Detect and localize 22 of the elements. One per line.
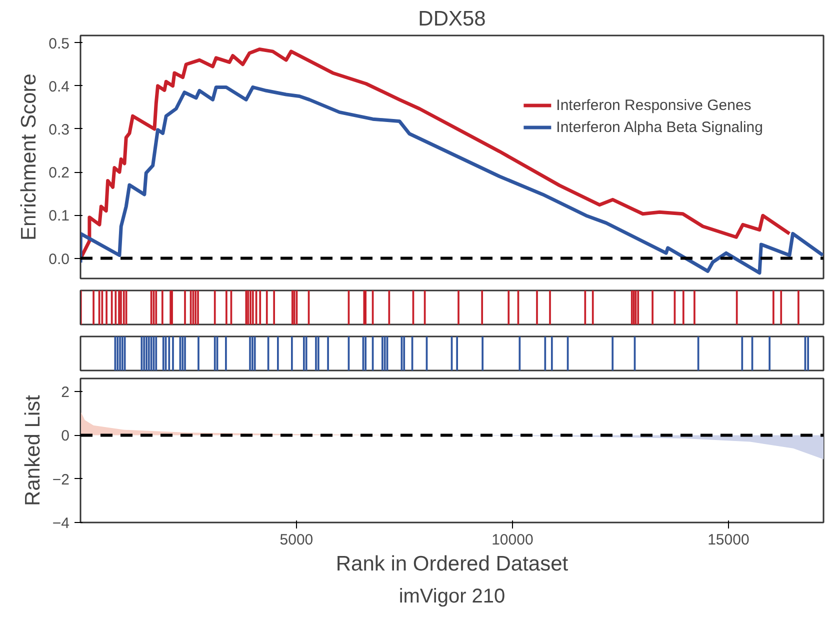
y-tick-label: 0.5 [48,35,70,52]
line-series [80,85,824,275]
y-tick-label: 0.0 [48,250,70,268]
chart-title: DDX58 [418,8,486,30]
legend-label: Interferon Responsive Genes [556,96,752,114]
legend-label: Interferon Alpha Beta Signaling [556,118,763,136]
y-tick-label: 0 [61,428,70,445]
y-tick-label: −4 [52,515,70,532]
y-tick-label: 0.2 [48,164,70,182]
x-tick-label: 15000 [708,532,750,548]
text: imVigor 210 [398,586,506,608]
y-tick-label: 0.1 [48,208,70,225]
x-tick-label: 5000 [280,532,314,548]
y-tick-label: 0.4 [48,78,70,96]
line-series [80,48,792,260]
x-axis-title: Rank in Ordered Dataset [336,552,568,576]
x-tick-label: 10000 [492,532,534,548]
y-tick-label: 2 [61,384,70,402]
y-axis-title: Ranked List [21,394,44,506]
y-tick-label: −2 [52,471,70,488]
y-tick-label: 0.3 [48,121,70,138]
y-axis-title: Enrichment Score [18,74,41,240]
